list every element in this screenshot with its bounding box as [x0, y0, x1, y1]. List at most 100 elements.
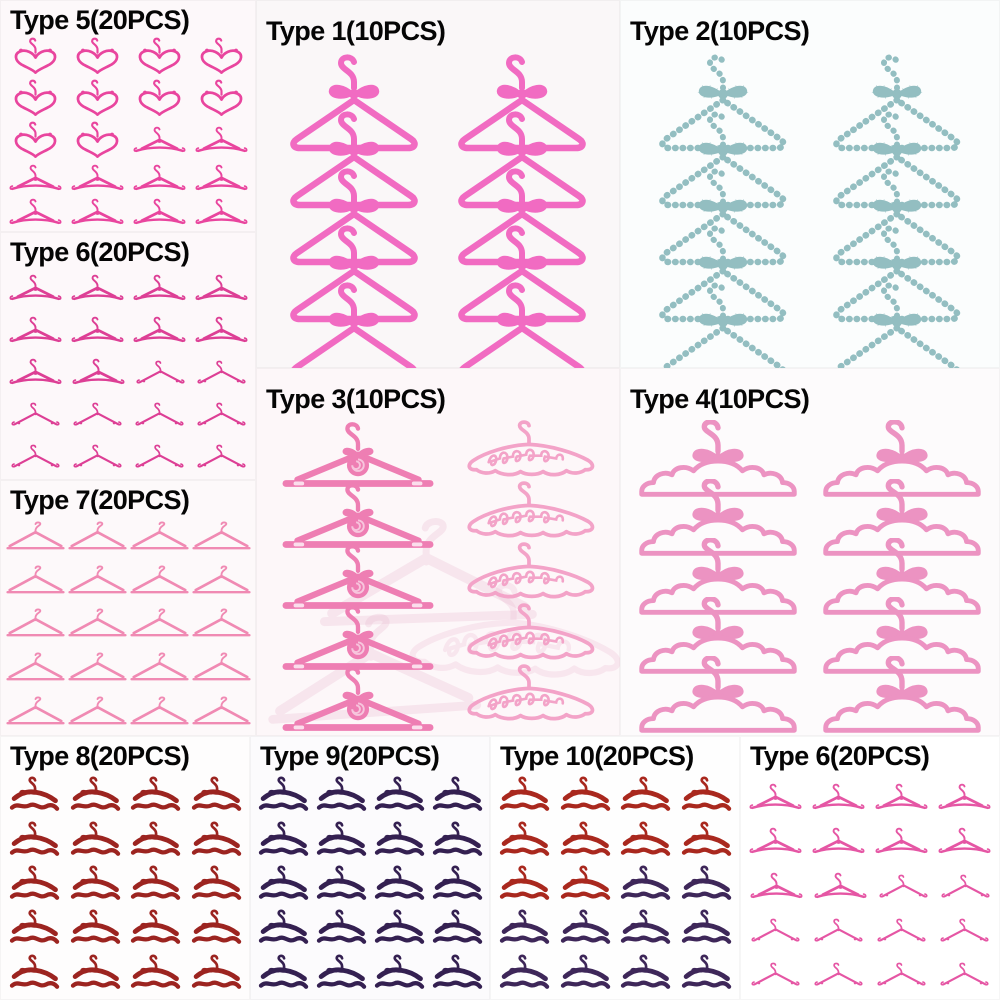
- hanger-scroll-icon: [810, 782, 867, 815]
- hanger-chunky-icon: [68, 821, 122, 865]
- hanger-thin-icon: [132, 401, 187, 430]
- hanger-row: [494, 954, 736, 998]
- hanger-chunky-icon: [618, 821, 672, 865]
- hanger-chunky-icon: [679, 954, 733, 998]
- hanger-thin-icon: [8, 401, 63, 430]
- hanger-scroll-icon: [69, 197, 126, 230]
- hanger-scroll-icon: [131, 315, 188, 348]
- hanger-row: [4, 268, 252, 310]
- hanger-chunky-icon: [372, 909, 426, 953]
- hanger-script-icon: [456, 420, 602, 480]
- hanger-classic-icon: [192, 652, 251, 685]
- hanger-chunky-icon: [7, 954, 61, 998]
- hanger-chunky-icon: [430, 821, 484, 865]
- hanger-scroll-icon: [7, 315, 64, 348]
- hanger-row: [4, 690, 252, 734]
- hanger-scroll-icon: [70, 357, 127, 390]
- hanger-heart-icon: [7, 36, 64, 78]
- hanger-chunky-icon: [68, 954, 122, 998]
- hanger-thin-icon: [937, 961, 992, 990]
- hanger-scroll-icon: [193, 197, 250, 230]
- hanger-row: [254, 909, 486, 953]
- hanger-row: [4, 120, 252, 162]
- hanger-scroll-icon: [747, 782, 804, 815]
- hanger-chunky-icon: [497, 776, 551, 820]
- hanger-chunky-icon: [189, 776, 243, 820]
- hanger-row: [254, 865, 486, 909]
- hanger-classic-icon: [130, 521, 189, 554]
- hanger-chunky-icon: [128, 909, 182, 953]
- hanger-heart-icon: [7, 120, 64, 162]
- hanger-row: [494, 776, 736, 820]
- hanger-classic-icon: [6, 565, 65, 598]
- panel-type6-left: Type 6(20PCS): [0, 232, 256, 480]
- panel-type6-left-hangers: [4, 268, 252, 478]
- panel-type3: Type 3(10PCS): [256, 368, 620, 736]
- panel-type1: Type 1(10PCS): [256, 0, 620, 368]
- panel-type1-label: Type 1(10PCS): [266, 16, 446, 46]
- hanger-chunky-icon: [189, 821, 243, 865]
- panel-type4: Type 4(10PCS): [620, 368, 1000, 736]
- hanger-scroll-icon: [812, 871, 869, 904]
- hanger-row: [4, 560, 252, 604]
- hanger-scroll-icon: [936, 782, 993, 815]
- hanger-row: [4, 162, 252, 196]
- panel-type6-right: Type 6(20PCS): [740, 736, 1000, 1000]
- hanger-chunky-icon: [497, 909, 551, 953]
- hanger-row: [744, 865, 996, 909]
- hanger-thin-icon: [194, 401, 249, 430]
- panel-type7: Type 7(20PCS): [0, 480, 256, 736]
- hanger-chunky-icon: [314, 865, 368, 909]
- hanger-row: [4, 36, 252, 78]
- panel-type8-hangers: [4, 776, 246, 998]
- hanger-chunky-icon: [430, 954, 484, 998]
- hanger-chunky-icon: [68, 865, 122, 909]
- hanger-chunky-icon: [430, 865, 484, 909]
- panel-type3-hangers: [260, 420, 616, 734]
- hanger-ropebow-icon: [648, 280, 798, 368]
- hanger-thin-icon: [194, 443, 249, 472]
- hanger-scroll-icon: [936, 826, 993, 859]
- panel-type5: Type 5(20PCS): [0, 0, 256, 232]
- panel-type9-hangers: [254, 776, 486, 998]
- hanger-row: [494, 865, 736, 909]
- hanger-chunky-icon: [558, 954, 612, 998]
- hanger-classic-icon: [68, 521, 127, 554]
- hanger-thin-icon: [811, 917, 866, 946]
- hanger-scroll-icon: [69, 315, 126, 348]
- hanger-heart-icon: [193, 36, 250, 78]
- panel-type6-left-label: Type 6(20PCS): [10, 237, 190, 267]
- panel-type10-label: Type 10(20PCS): [500, 741, 694, 771]
- hanger-chunky-icon: [679, 821, 733, 865]
- hanger-chunky-icon: [679, 909, 733, 953]
- hanger-classic-icon: [68, 608, 127, 641]
- panel-type9: Type 9(20PCS): [250, 736, 490, 1000]
- hanger-row: [4, 436, 252, 478]
- hanger-scroll-icon: [873, 782, 930, 815]
- hanger-row: [4, 310, 252, 352]
- hanger-row: [4, 394, 252, 436]
- hanger-row: [4, 909, 246, 953]
- hanger-row: [254, 954, 486, 998]
- hanger-scroll-icon: [747, 826, 804, 859]
- hanger-row: [4, 78, 252, 120]
- panel-type5-label: Type 5(20PCS): [10, 5, 190, 35]
- hanger-scroll-icon: [193, 315, 250, 348]
- hanger-classic-icon: [130, 696, 189, 729]
- hanger-row: [4, 776, 246, 820]
- hanger-chunky-icon: [256, 776, 310, 820]
- hanger-chunky-icon: [7, 776, 61, 820]
- hanger-rose-icon: [274, 664, 442, 736]
- hanger-classic-icon: [192, 565, 251, 598]
- hanger-thin-icon: [70, 443, 125, 472]
- hanger-chunky-icon: [558, 909, 612, 953]
- hanger-heart-icon: [69, 120, 126, 162]
- hanger-scroll-icon: [131, 273, 188, 306]
- hanger-chunky-icon: [68, 909, 122, 953]
- hanger-thin-icon: [748, 961, 803, 990]
- hanger-heart-icon: [193, 78, 250, 120]
- hanger-classic-icon: [68, 652, 127, 685]
- hanger-script-icon: [456, 481, 602, 541]
- hanger-thin-icon: [938, 873, 993, 902]
- hanger-chunky-icon: [256, 865, 310, 909]
